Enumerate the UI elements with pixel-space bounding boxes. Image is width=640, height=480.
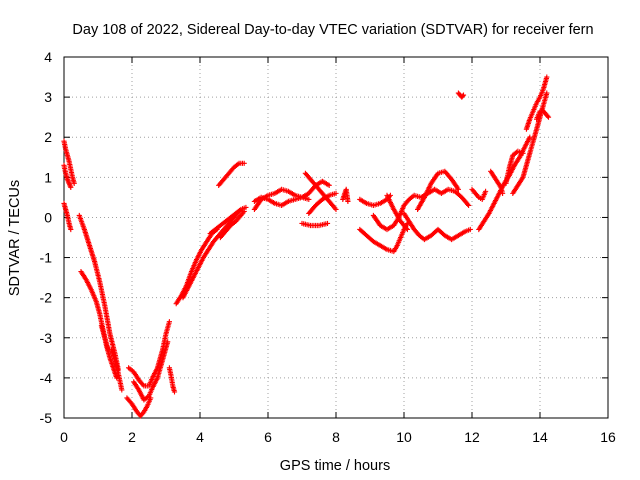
data-point (465, 201, 471, 207)
data-point (324, 220, 331, 227)
data-point (71, 180, 77, 186)
y-tick-label: -1 (40, 250, 53, 266)
y-tick-label: -3 (40, 330, 53, 346)
data-point (500, 190, 506, 196)
x-tick-label: 14 (532, 429, 548, 445)
data-point (241, 208, 247, 215)
x-tick-label: 16 (600, 429, 616, 445)
data-point (403, 225, 410, 231)
y-tick-label: -5 (40, 410, 53, 426)
data-point (333, 206, 339, 213)
data-point (527, 134, 533, 140)
data-point (119, 387, 125, 393)
data-point (460, 93, 466, 99)
x-tick-label: 2 (128, 429, 136, 445)
data-point (544, 90, 550, 96)
data-point (166, 319, 172, 325)
chart-title: Day 108 of 2022, Sidereal Day-to-day VTE… (72, 22, 593, 38)
data-point (545, 114, 552, 120)
data-point (466, 202, 472, 209)
data-point (467, 226, 473, 233)
y-tick-label: 0 (44, 209, 52, 225)
y-tick-label: 1 (44, 169, 52, 185)
y-tick-label: 3 (44, 89, 52, 105)
data-point (460, 92, 467, 98)
data-point (544, 74, 550, 80)
data-point (345, 198, 351, 204)
x-tick-label: 12 (464, 429, 480, 445)
data-point (483, 188, 489, 194)
data-point (68, 184, 74, 190)
data-point (165, 339, 171, 345)
x-tick-label: 0 (60, 429, 68, 445)
data-point (520, 150, 526, 156)
x-tick-label: 10 (396, 429, 412, 445)
data-point (455, 186, 461, 192)
y-axis-label: SDTVAR / TECUs (7, 180, 23, 296)
data-point (545, 113, 551, 119)
data-point (68, 226, 74, 233)
grid (64, 57, 608, 418)
y-tick-label: -2 (40, 290, 53, 306)
x-tick-label: 4 (196, 429, 204, 445)
data-points (61, 74, 552, 419)
y-tick-label: -4 (40, 370, 53, 386)
data-point (241, 160, 247, 166)
x-tick-label: 8 (332, 429, 340, 445)
data-point (171, 389, 178, 395)
data-point (306, 196, 312, 202)
data-point (404, 226, 410, 233)
y-tick-label: 4 (44, 49, 52, 65)
y-tick-label: 2 (44, 129, 52, 145)
x-tick-label: 6 (264, 429, 272, 445)
data-point (243, 204, 249, 211)
data-point (333, 190, 339, 196)
x-axis-label: GPS time / hours (280, 458, 390, 474)
data-point (326, 182, 332, 188)
